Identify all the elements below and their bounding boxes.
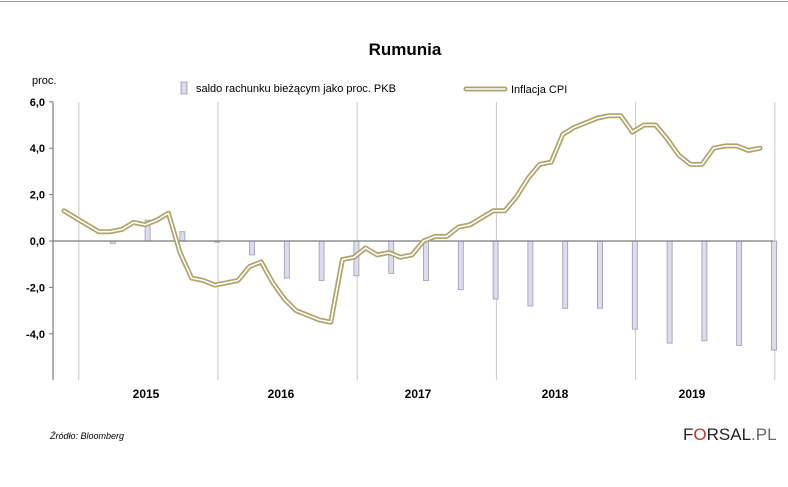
- logo-prefix: F: [683, 425, 693, 444]
- x-tick-label: 2018: [542, 387, 569, 401]
- current-account-bar: [527, 240, 534, 307]
- cpi-line-outer: [61, 113, 763, 325]
- current-account-bar: [562, 240, 569, 309]
- current-account-bar: [457, 240, 464, 291]
- current-account-bar: [666, 240, 673, 344]
- source-note: Źródło: Bloomberg: [49, 431, 124, 441]
- logo-suffix: RSAL: [707, 425, 751, 444]
- y-tick-label: 0,0: [30, 236, 45, 248]
- cpi-line-inner: [63, 114, 761, 324]
- y-axis: 6,0 4,0 2,0 0,0 -2,0 -4,0: [26, 97, 54, 380]
- legend-line-label: Inflacja CPI: [511, 84, 567, 96]
- current-account-bar: [597, 240, 603, 309]
- current-account-bar: [771, 240, 777, 351]
- x-tick-label: 2017: [405, 387, 432, 401]
- y-tick-label: 4,0: [30, 143, 45, 155]
- current-account-bar: [388, 240, 395, 274]
- cpi-line: [61, 113, 763, 325]
- logo-tld: .PL: [751, 425, 777, 444]
- forsal-logo: FORSAL.PL: [683, 425, 777, 444]
- y-tick-label: 6,0: [30, 97, 45, 109]
- current-account-bar: [736, 240, 743, 346]
- current-account-bar: [283, 240, 290, 279]
- current-account-bar: [492, 240, 499, 300]
- current-account-bar: [318, 240, 325, 281]
- y-tick-label: -2,0: [26, 282, 45, 294]
- chart-title: Rumunia: [369, 40, 442, 59]
- x-tick-label: 2015: [133, 387, 160, 401]
- current-account-bar: [701, 240, 708, 342]
- y-axis-label: proc.: [32, 75, 56, 87]
- svg-text:FORSAL.PL: FORSAL.PL: [683, 425, 777, 444]
- y-tick-label: 2,0: [30, 190, 45, 202]
- y-tick-label: -4,0: [26, 329, 45, 341]
- legend: saldo rachunku bieżącym jako proc. PKB I…: [180, 81, 567, 96]
- legend-bar-label: saldo rachunku bieżącym jako proc. PKB: [196, 83, 396, 95]
- x-tick-label: 2019: [679, 387, 706, 401]
- current-account-bar: [179, 231, 186, 242]
- legend-bar-swatch: [180, 81, 188, 95]
- current-account-bar: [631, 240, 638, 330]
- current-account-bar: [423, 240, 429, 281]
- current-account-bar: [249, 240, 255, 256]
- x-axis: 2015 2016 2017 2018 2019: [133, 387, 706, 401]
- x-tick-label: 2016: [268, 387, 295, 401]
- logo-middle: O: [693, 425, 706, 444]
